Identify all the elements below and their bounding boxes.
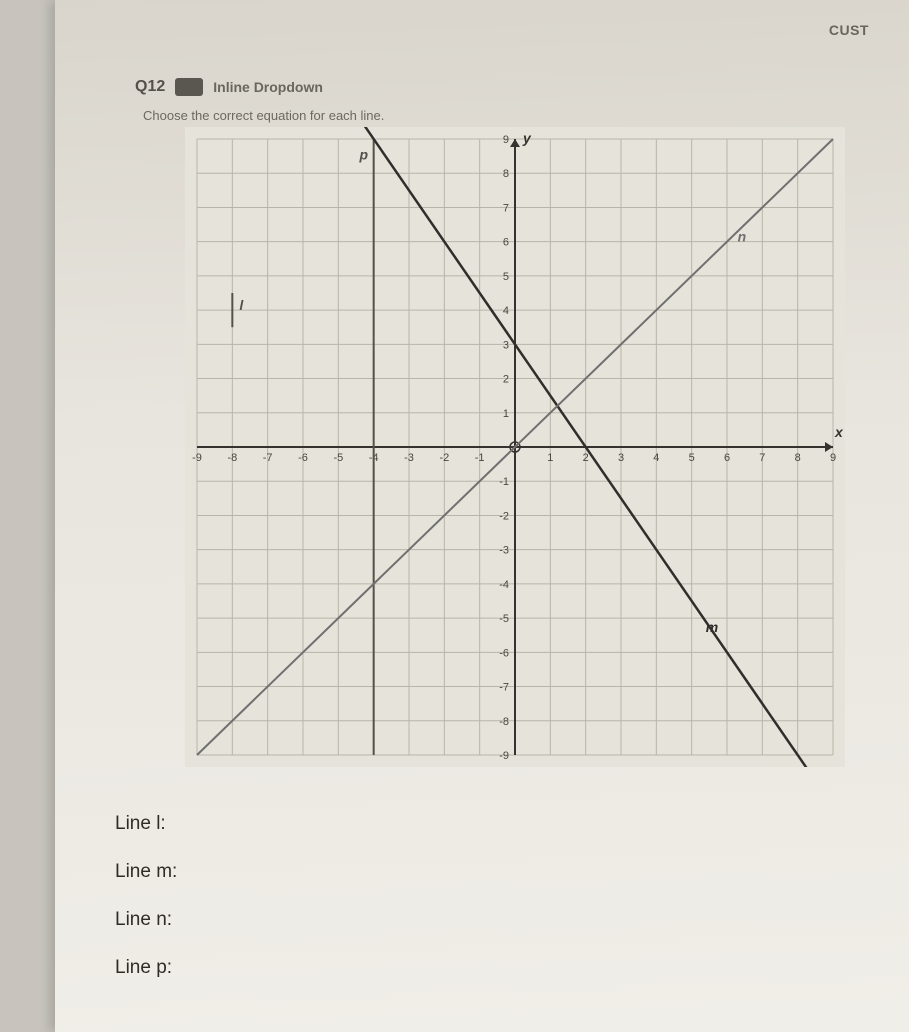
svg-text:7: 7 [759, 452, 765, 464]
svg-text:5: 5 [689, 452, 695, 464]
svg-text:1: 1 [503, 408, 509, 420]
svg-text:-3: -3 [499, 545, 509, 557]
chart-svg: x y -9 -8 -7 -6 -5 -4 -3 -2 -1 1 2 3 4 5 6 7 8 9 -9 -8 -7 -6 -5 -… [185, 127, 845, 767]
question-type: Inline Dropdown [213, 79, 323, 95]
svg-text:-6: -6 [298, 452, 308, 464]
svg-text:4: 4 [503, 305, 509, 317]
worksheet-page: CUST Q12 Inline Dropdown Choose the corr… [55, 0, 909, 1032]
svg-text:-7: -7 [263, 452, 273, 464]
svg-text:5: 5 [503, 271, 509, 283]
svg-text:m: m [706, 619, 718, 635]
coordinate-chart: x y -9 -8 -7 -6 -5 -4 -3 -2 -1 1 2 3 4 5 6 7 8 9 -9 -8 -7 -6 -5 -… [185, 127, 869, 767]
question-number: Q12 [135, 78, 165, 96]
svg-text:-7: -7 [499, 682, 509, 694]
svg-text:x: x [834, 424, 844, 440]
svg-text:-8: -8 [499, 716, 509, 728]
svg-text:6: 6 [503, 237, 509, 249]
svg-text:-9: -9 [499, 750, 509, 762]
svg-text:-5: -5 [499, 613, 509, 625]
svg-text:1: 1 [547, 452, 553, 464]
svg-text:4: 4 [653, 452, 659, 464]
svg-text:n: n [738, 229, 747, 245]
svg-text:-2: -2 [439, 452, 449, 464]
svg-text:y: y [522, 130, 532, 146]
svg-text:-1: -1 [475, 452, 485, 464]
svg-text:p: p [359, 147, 369, 163]
svg-text:9: 9 [830, 452, 836, 464]
question-header: Q12 Inline Dropdown [135, 78, 869, 96]
svg-text:-5: -5 [333, 452, 343, 464]
answer-section: Line l: Line m: Line n: Line p: [115, 813, 869, 979]
answer-line-n[interactable]: Line n: [115, 909, 869, 931]
svg-text:3: 3 [618, 452, 624, 464]
answer-line-m[interactable]: Line m: [115, 861, 869, 883]
svg-text:8: 8 [503, 168, 509, 180]
svg-text:2: 2 [583, 452, 589, 464]
svg-text:7: 7 [503, 202, 509, 214]
svg-text:6: 6 [724, 452, 730, 464]
svg-text:8: 8 [795, 452, 801, 464]
svg-text:-4: -4 [499, 579, 509, 591]
svg-text:-8: -8 [227, 452, 237, 464]
svg-text:-3: -3 [404, 452, 414, 464]
answer-line-p[interactable]: Line p: [115, 957, 869, 979]
question-badge-icon [175, 78, 203, 96]
svg-text:3: 3 [503, 339, 509, 351]
svg-text:-9: -9 [192, 452, 202, 464]
answer-line-l[interactable]: Line l: [115, 813, 869, 835]
instruction-text: Choose the correct equation for each lin… [143, 108, 869, 123]
header-cust: CUST [829, 22, 869, 38]
svg-text:-6: -6 [499, 647, 509, 659]
svg-text:-2: -2 [499, 510, 509, 522]
svg-text:-1: -1 [499, 476, 509, 488]
svg-text:2: 2 [503, 374, 509, 386]
svg-text:9: 9 [503, 134, 509, 146]
